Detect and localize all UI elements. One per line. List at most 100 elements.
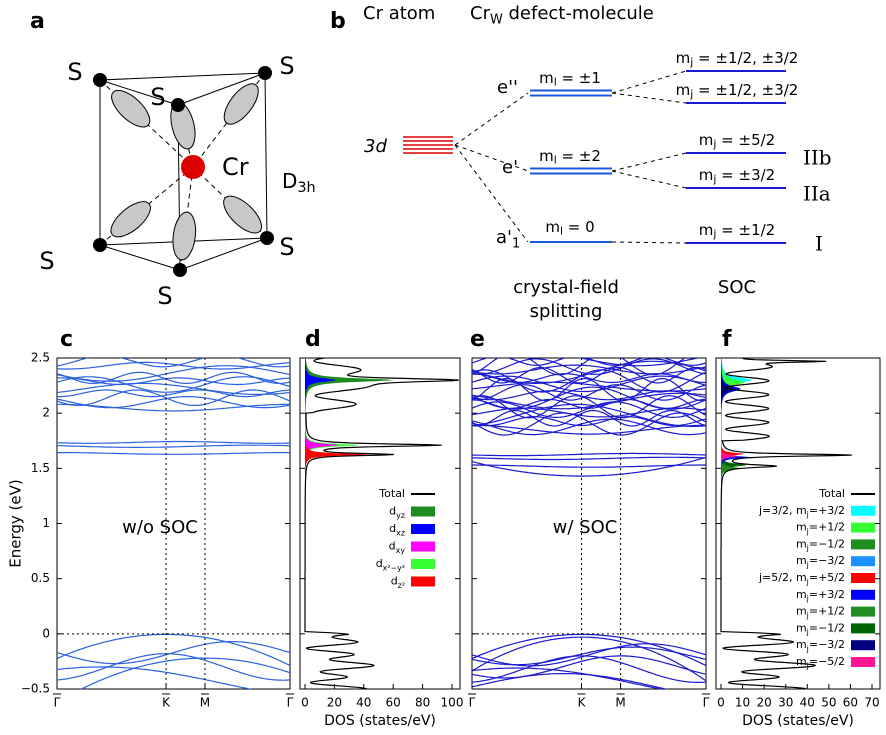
soc-m-label: mj = ±1/2 <box>699 221 775 241</box>
legend-label-part: j <box>806 526 809 535</box>
legend-label-part: d <box>389 540 396 553</box>
band-line <box>472 358 706 375</box>
soc-m-label-part: m <box>676 81 691 99</box>
panel-label: b <box>330 9 346 34</box>
soc-title: SOC <box>718 277 756 298</box>
symmetry-label: D3h <box>282 169 316 197</box>
legend-swatch <box>851 640 875 651</box>
panel-label: e <box>470 327 485 352</box>
dos-fill <box>721 358 741 689</box>
soc-m-label-part: = ±1/2, ±3/2 <box>693 49 798 67</box>
legend-label-part: m <box>796 521 807 534</box>
connector <box>611 152 687 172</box>
x-axis-label: DOS (states/eV) <box>742 713 854 729</box>
dos-fill <box>721 358 747 689</box>
orbital-lobe <box>172 211 197 261</box>
legend-swatch <box>411 576 435 587</box>
band-line <box>472 373 706 384</box>
y-axis-label: Energy (eV) <box>7 479 25 567</box>
band-line <box>472 375 706 393</box>
bands <box>57 358 290 689</box>
legend-label-part: =+3/2 <box>809 588 845 601</box>
soc-m-label-part: m <box>699 166 714 184</box>
legend-label-part: j <box>806 510 809 519</box>
dos-fill <box>721 358 734 689</box>
soc-m-label-part: j <box>712 228 716 241</box>
legend-label-part: j <box>806 661 809 670</box>
legend-label-part: j <box>806 627 809 636</box>
legend-swatch <box>851 522 875 533</box>
cf-m-label-part: l <box>554 76 557 89</box>
cf-name: e'' <box>497 77 518 98</box>
band-line <box>472 424 706 435</box>
band-line <box>57 641 290 665</box>
dos-total <box>304 358 459 689</box>
k-label: Γ <box>287 696 294 710</box>
band-line <box>472 636 706 682</box>
legend-label-part: =−1/2 <box>809 621 845 634</box>
dos-fill <box>721 358 745 689</box>
panel-label: c <box>60 327 73 352</box>
panel-label: d <box>305 327 321 352</box>
soc-m-label: mj = ±5/2 <box>699 131 775 151</box>
connector <box>611 241 687 244</box>
cf-m-label: ml = 0 <box>545 218 594 238</box>
prism-edge <box>179 237 268 271</box>
band-line <box>57 440 290 444</box>
legend-label-part: j=3/2, m <box>758 504 807 517</box>
metal-label: Cr <box>222 153 249 181</box>
dos-fill <box>305 358 340 689</box>
x-tick-label: 0 <box>301 696 309 710</box>
sulfur-label: S <box>39 247 54 275</box>
legend-label-part: =−5/2 <box>809 655 845 668</box>
legend-label-part: j <box>806 610 809 619</box>
x-tick-label: 60 <box>843 696 858 710</box>
cf-m-label-part: m <box>539 147 554 165</box>
bands <box>472 358 706 689</box>
x-tick-label: 0 <box>717 696 725 710</box>
soc-m-label-part: = ±3/2 <box>716 166 775 184</box>
header-molecule-part: defect-molecule <box>503 3 654 24</box>
dos-fill <box>305 358 393 689</box>
band-line <box>472 633 706 667</box>
legend-label-part: j <box>806 594 809 603</box>
legend-label-part: Total <box>378 487 405 500</box>
legend-label: mj=−1/2 <box>796 537 845 552</box>
symmetry-label-part: 3h <box>297 180 315 196</box>
legend-label-part: j <box>806 644 809 653</box>
legend-label-part: yz <box>396 510 405 519</box>
legend-label-part: m <box>796 537 807 550</box>
legend-label-part: m <box>796 605 807 618</box>
y-tick-label: 2.5 <box>31 351 50 365</box>
soc-m-label-part: j <box>689 88 693 101</box>
band-line <box>57 361 290 370</box>
soc-roman: IIb <box>803 146 832 170</box>
soc-m-label-part: m <box>676 49 691 67</box>
band-line <box>472 673 669 689</box>
legend-swatch <box>851 573 875 583</box>
plot-annotation: w/ SOC <box>553 517 618 538</box>
k-label: M <box>200 696 210 710</box>
band-line <box>57 371 290 384</box>
orbital-lobe <box>110 201 151 238</box>
band-line <box>57 382 290 395</box>
dos-fill <box>721 358 752 689</box>
cf-m-label-part: m <box>545 218 560 236</box>
legend-label: mj=+1/2 <box>796 605 845 620</box>
band-line <box>472 667 664 689</box>
legend-swatch <box>851 657 875 667</box>
legend-label: mj=+3/2 <box>796 588 845 603</box>
legend-label: Total <box>378 487 405 500</box>
band-line <box>472 364 706 375</box>
header-molecule-part: W <box>490 12 503 27</box>
legend-label: mj=+1/2 <box>796 521 845 536</box>
band-line <box>57 633 290 667</box>
k-label: Γ <box>469 696 476 710</box>
cf-m-label-part: l <box>560 225 563 238</box>
x-axis-label: DOS (states/eV) <box>324 713 436 729</box>
band-line <box>472 452 706 457</box>
band-line <box>472 464 706 468</box>
cf-m-label: ml = ±2 <box>539 147 601 167</box>
x-tick-label: 50 <box>821 696 836 710</box>
sulfur-atom <box>260 231 274 245</box>
